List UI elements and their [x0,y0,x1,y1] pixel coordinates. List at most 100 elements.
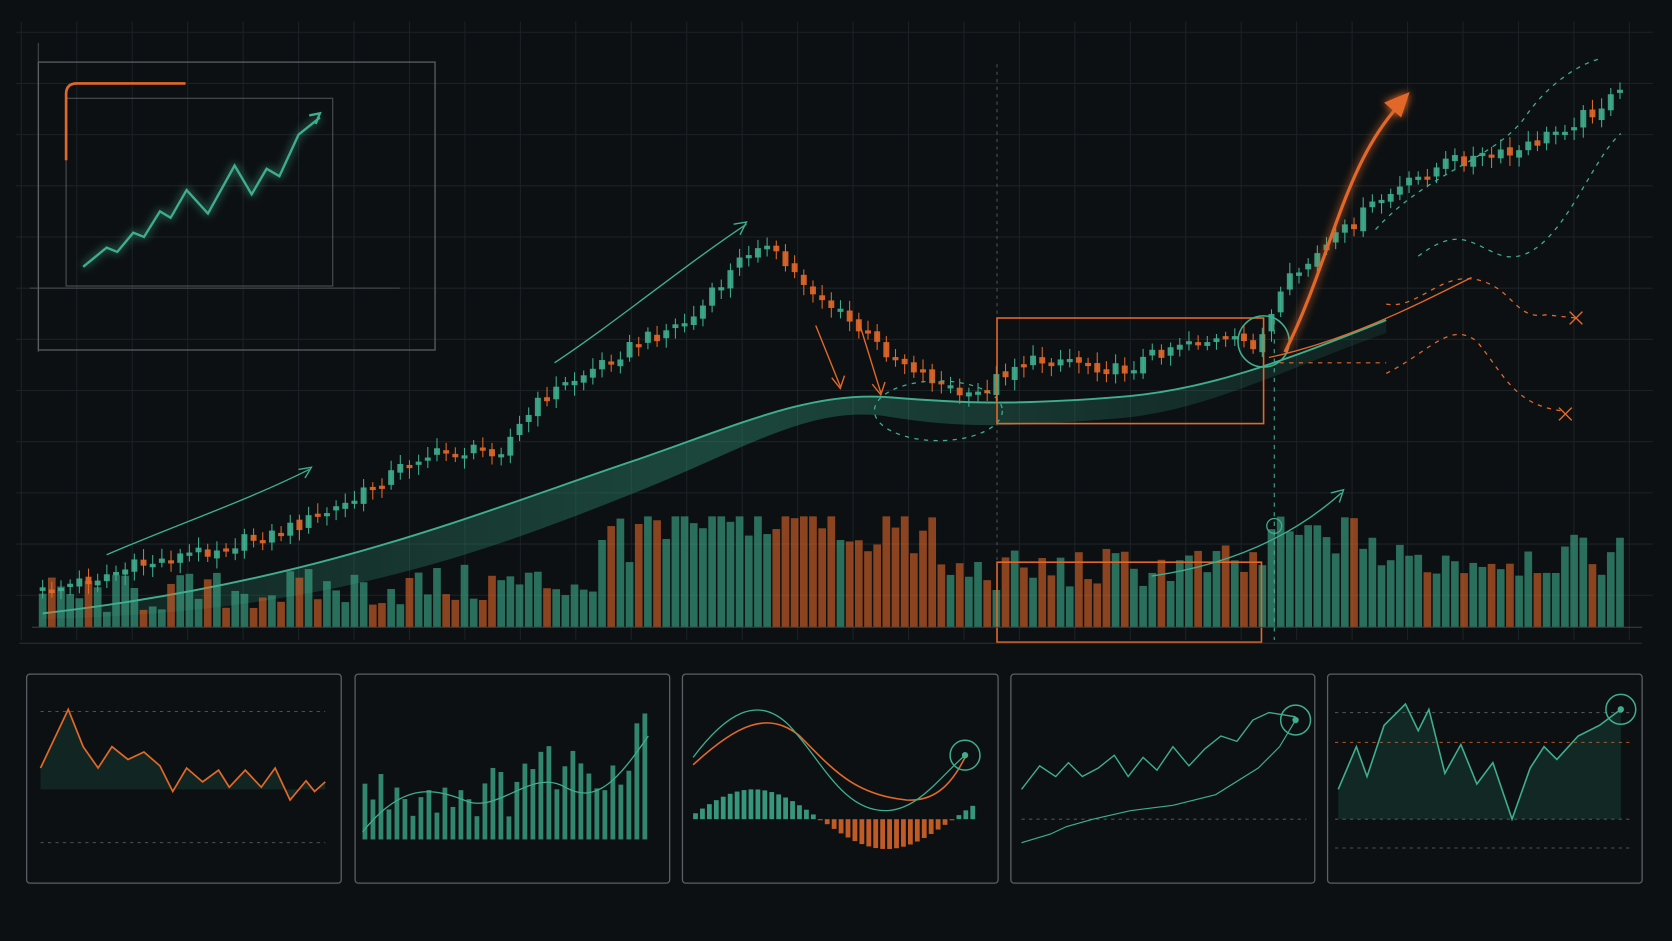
candle-body [1442,158,1449,169]
volume-bar [231,590,240,628]
candle-body [920,369,926,373]
volume-bar [368,604,377,628]
projection [1375,58,1600,230]
volume-bar [754,516,762,628]
candle-body [1277,291,1284,313]
signal-dot [1292,716,1299,724]
volume-bar [900,516,909,628]
histogram-bar [894,819,899,849]
range-box [996,317,1265,425]
candle-body [232,548,239,554]
candle-body [1598,108,1605,121]
volume-bar [1524,551,1533,628]
volume-bar [1313,525,1322,628]
candle-body [571,380,578,386]
histogram-bar [824,819,830,825]
volume-bar [1056,557,1065,628]
volume-bar [1230,560,1239,628]
volume-bar [38,593,47,628]
histogram-bar [706,804,712,820]
panel-bar [586,773,592,840]
candle-body [1075,357,1082,363]
volume-bar [1130,568,1138,628]
volume-bar [983,580,992,628]
candle-body [1204,342,1211,346]
volume-bar [1570,534,1578,628]
volume-bar [148,606,157,628]
candle-body [131,559,138,572]
candle-body [800,274,807,285]
volume-bar [1185,555,1193,628]
volume-bar [598,539,606,628]
histogram-bar [797,805,802,820]
volume-bar [84,580,93,628]
histogram-bar [790,801,795,820]
volume-bar [167,583,175,628]
histogram-bar [901,819,906,847]
volume-bar [222,607,230,628]
volume-bar [1515,575,1523,628]
arrowhead [733,221,748,236]
candle-body [525,414,532,422]
volume-bar [130,587,139,628]
candle-body [1451,155,1458,162]
volume-bar [955,563,964,628]
panel-line [362,735,649,833]
volume-bar [1111,553,1120,628]
candle-body [938,381,945,385]
candle-body [1085,362,1092,367]
volume-bar [1441,555,1450,628]
panel-bar [378,774,384,840]
candle-body [690,316,697,326]
panel [26,673,342,884]
volume-bar [1597,574,1606,628]
signal-circle [949,739,981,771]
panel-bar [394,787,400,840]
volume-bar [112,575,120,628]
volume-bar [277,601,285,628]
candle-body [48,589,55,594]
histogram-bar [727,793,733,820]
volume-bar [1341,517,1349,628]
candle-body [1057,359,1064,366]
volume-bar [295,577,304,628]
candle-body [654,334,661,342]
histogram-bar [963,810,969,820]
volume-bar [176,575,185,628]
candle-body [608,361,615,365]
candle-body [1497,149,1504,159]
volume-bar [1249,552,1257,628]
volume-bar [203,579,212,628]
candle-body [268,530,275,543]
candle-body [1607,94,1614,111]
volume-bar [93,587,102,628]
volume-bar [864,551,872,628]
candle-body [626,342,633,358]
candle-body [113,572,120,576]
inset-line [82,116,321,268]
candle-body [736,257,743,268]
volume-bar [1487,563,1496,628]
volume-bar [194,598,203,628]
volume-bar [763,534,771,628]
volume-bar [919,530,927,628]
volume-bar [1139,585,1147,628]
volume-bar [469,598,478,628]
candle-body [828,300,835,308]
histogram-bar [817,819,823,821]
histogram-bar [845,819,851,838]
candle-body [544,397,551,402]
panel-bar [450,806,456,840]
panel-bar [434,812,440,840]
candle-body [580,375,587,383]
candle-body [433,448,440,455]
panel-bar [562,766,568,840]
histogram-bar [748,789,754,820]
volume-bar [1423,572,1432,628]
histogram-bar [700,808,705,820]
candle-body [1130,370,1137,374]
panel [354,673,671,884]
